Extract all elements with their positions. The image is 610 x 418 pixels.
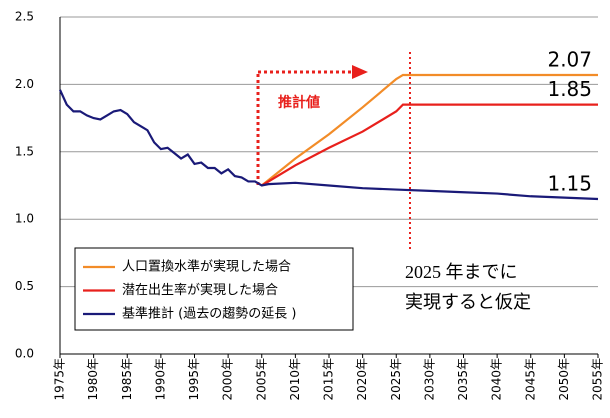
y-tick-label: 2.5 bbox=[15, 10, 34, 24]
y-tick-label: 2.0 bbox=[15, 77, 34, 91]
legend-label: 基準推計 (過去の趨勢の延長 ) bbox=[122, 306, 296, 322]
x-tick-label: 2025年 bbox=[389, 358, 403, 401]
x-tick-label: 2020年 bbox=[355, 358, 369, 401]
legend bbox=[74, 247, 354, 331]
x-tick-label: 2005年 bbox=[254, 358, 268, 401]
x-tick-label: 1995年 bbox=[187, 358, 201, 401]
x-tick-label: 1985年 bbox=[120, 358, 134, 401]
x-tick-label: 2035年 bbox=[456, 358, 470, 401]
series-line bbox=[261, 103, 598, 187]
x-tick-label: 2030年 bbox=[422, 358, 436, 401]
x-tick-label: 2045年 bbox=[523, 358, 537, 401]
x-tick-label: 2000年 bbox=[221, 358, 235, 401]
series-line bbox=[261, 73, 598, 187]
value-label: 2.07 bbox=[547, 47, 592, 71]
x-tick-label: 1975年 bbox=[53, 358, 67, 401]
value-label: 1.85 bbox=[547, 77, 592, 101]
y-tick-label: 0.5 bbox=[15, 279, 34, 293]
series-line bbox=[58, 89, 599, 201]
x-tick-label: 2050年 bbox=[557, 358, 571, 401]
y-tick-label: 1.0 bbox=[15, 212, 34, 226]
annotation: 推計値 bbox=[278, 94, 320, 111]
x-tick-label: 2040年 bbox=[490, 358, 504, 401]
annotation: 実現すると仮定 bbox=[405, 292, 531, 313]
x-tick-label: 2015年 bbox=[322, 358, 336, 401]
y-tick-label: 1.5 bbox=[15, 144, 34, 158]
x-tick-label: 1990年 bbox=[153, 358, 167, 401]
x-tick-label: 2055年 bbox=[591, 358, 605, 401]
y-tick-label: 0.0 bbox=[15, 347, 34, 361]
annotation: 2025 年までに bbox=[405, 262, 518, 282]
x-tick-label: 2010年 bbox=[288, 358, 302, 401]
legend-label: 潜在出生率が実現した場合 bbox=[122, 282, 278, 298]
legend-label: 人口置換水準が実現した場合 bbox=[122, 259, 291, 275]
x-tick-label: 1980年 bbox=[86, 358, 100, 401]
value-label: 1.15 bbox=[547, 171, 592, 195]
arrow-head bbox=[352, 65, 368, 79]
